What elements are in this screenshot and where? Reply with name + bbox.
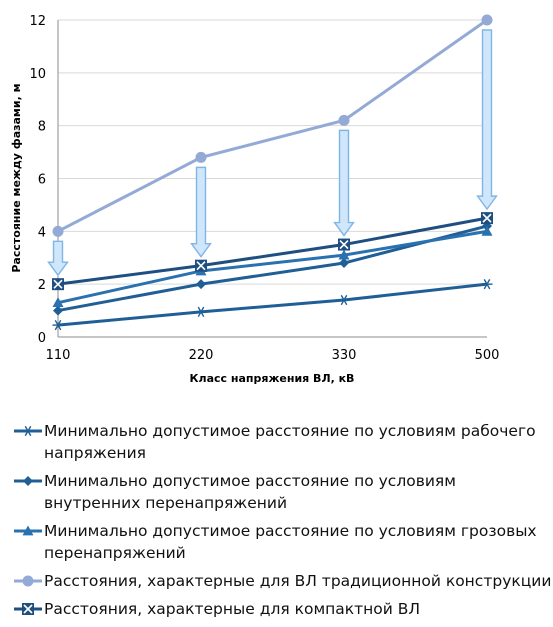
data-point: [195, 151, 207, 163]
legend-key-triangle: [14, 525, 42, 536]
series-circle: [52, 14, 493, 237]
data-point: [52, 297, 64, 308]
series-xsquare: [52, 212, 493, 291]
series-line: [57, 216, 488, 286]
data-point: [23, 476, 33, 486]
legend-label: Минимально допустимое расстояние по усло…: [44, 472, 456, 512]
legend-item: Расстояния, характерные для компактной В…: [12, 598, 552, 620]
legend-label: Расстояния, характерные для ВЛ традицион…: [44, 572, 552, 590]
legend-label: Расстояния, характерные для компактной В…: [44, 600, 421, 618]
y-tick-label: 6: [38, 173, 46, 188]
y-tick-label: 10: [29, 67, 46, 82]
x-tick-label: 330: [332, 348, 357, 363]
y-tick-label: 12: [29, 14, 46, 29]
series-line: [57, 18, 488, 233]
y-tick-label: 4: [38, 225, 46, 240]
legend-item: Расстояния, характерные для ВЛ традицион…: [12, 570, 552, 592]
series-triangle: [52, 225, 493, 308]
legend-item: Минимально допустимое расстояние по усло…: [12, 420, 552, 464]
y-tick-label: 0: [38, 331, 46, 346]
arrow-annotation: [47, 240, 69, 277]
x-tick-label: 220: [189, 348, 214, 363]
data-point: [481, 225, 493, 236]
arrow-annotation: [190, 166, 212, 258]
legend-key-xsquare: [14, 603, 42, 615]
arrow-annotation: [476, 29, 498, 211]
data-point: [338, 114, 350, 126]
arrow-annotations: [47, 29, 498, 277]
data-point: [481, 14, 493, 26]
legend-item: Минимально допустимое расстояние по усло…: [12, 520, 552, 564]
data-point: [338, 238, 350, 251]
x-axis-title: Класс напряжения ВЛ, кВ: [190, 372, 355, 385]
line-chart: 0 2 4 6 8 10 12 110 220 330 500 Класс напряжения …: [10, 14, 500, 385]
data-point: [22, 603, 34, 615]
series-star: [52, 279, 493, 331]
data-point: [338, 294, 350, 306]
data-point: [481, 279, 493, 290]
legend-key-star: [14, 425, 42, 437]
series-line: [57, 229, 488, 305]
legend-item: Минимально допустимое расстояние по усло…: [12, 470, 552, 514]
data-point: [22, 575, 34, 587]
y-axis-title: Расстояние между фазами, м: [10, 83, 23, 272]
data-point: [52, 319, 64, 331]
data-point: [195, 259, 207, 272]
data-point: [52, 225, 64, 237]
series-line: [57, 282, 488, 327]
legend-label: Минимально допустимое расстояние по усло…: [44, 522, 537, 562]
x-tick-label: 500: [475, 348, 500, 363]
y-tick-labels: 0 2 4 6 8 10 12: [29, 14, 46, 346]
data-point: [22, 525, 34, 536]
data-point: [53, 305, 63, 316]
legend-label: Минимально допустимое расстояние по усло…: [44, 422, 536, 462]
legend-key-diamond: [14, 476, 42, 486]
x-tick-labels: 110 220 330 500: [46, 348, 500, 363]
legend-key-circle: [14, 575, 42, 587]
data-point: [339, 258, 349, 269]
data-point: [481, 212, 493, 225]
y-tick-label: 8: [38, 120, 46, 135]
data-point: [196, 279, 206, 290]
arrow-annotation: [333, 129, 355, 237]
series-diamond: [53, 221, 492, 316]
data-point: [195, 306, 207, 318]
chart-series: [52, 14, 493, 331]
series-line: [57, 224, 488, 313]
chart-legend: Минимально допустимое расстояние по усло…: [12, 420, 552, 626]
y-tick-label: 2: [38, 278, 46, 293]
data-point: [338, 249, 350, 260]
x-tick-label: 110: [46, 348, 71, 363]
data-point: [22, 425, 34, 437]
chart-gridlines: [58, 19, 487, 285]
data-point: [52, 278, 64, 291]
